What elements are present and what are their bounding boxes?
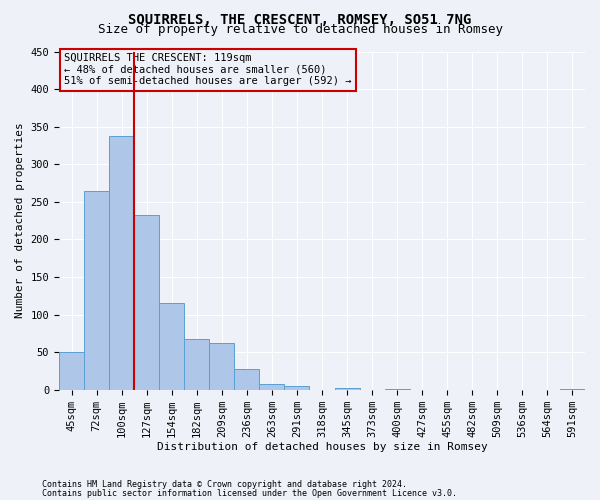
Bar bbox=[159, 304, 184, 390]
Text: Size of property relative to detached houses in Romsey: Size of property relative to detached ho… bbox=[97, 22, 503, 36]
Bar bbox=[59, 352, 84, 390]
Text: SQUIRRELS, THE CRESCENT, ROMSEY, SO51 7NG: SQUIRRELS, THE CRESCENT, ROMSEY, SO51 7N… bbox=[128, 12, 472, 26]
Text: Contains public sector information licensed under the Open Government Licence v3: Contains public sector information licen… bbox=[42, 489, 457, 498]
Bar bbox=[235, 370, 259, 390]
Bar bbox=[385, 389, 410, 390]
Bar bbox=[84, 190, 109, 390]
Bar bbox=[184, 340, 209, 390]
Y-axis label: Number of detached properties: Number of detached properties bbox=[15, 122, 25, 318]
Bar bbox=[134, 216, 159, 390]
Bar bbox=[335, 388, 359, 390]
Bar bbox=[284, 386, 310, 390]
Bar bbox=[259, 384, 284, 390]
Text: Contains HM Land Registry data © Crown copyright and database right 2024.: Contains HM Land Registry data © Crown c… bbox=[42, 480, 407, 489]
Bar bbox=[560, 389, 585, 390]
Bar bbox=[209, 343, 235, 390]
Bar bbox=[109, 136, 134, 390]
Text: SQUIRRELS THE CRESCENT: 119sqm
← 48% of detached houses are smaller (560)
51% of: SQUIRRELS THE CRESCENT: 119sqm ← 48% of … bbox=[64, 53, 352, 86]
X-axis label: Distribution of detached houses by size in Romsey: Distribution of detached houses by size … bbox=[157, 442, 487, 452]
